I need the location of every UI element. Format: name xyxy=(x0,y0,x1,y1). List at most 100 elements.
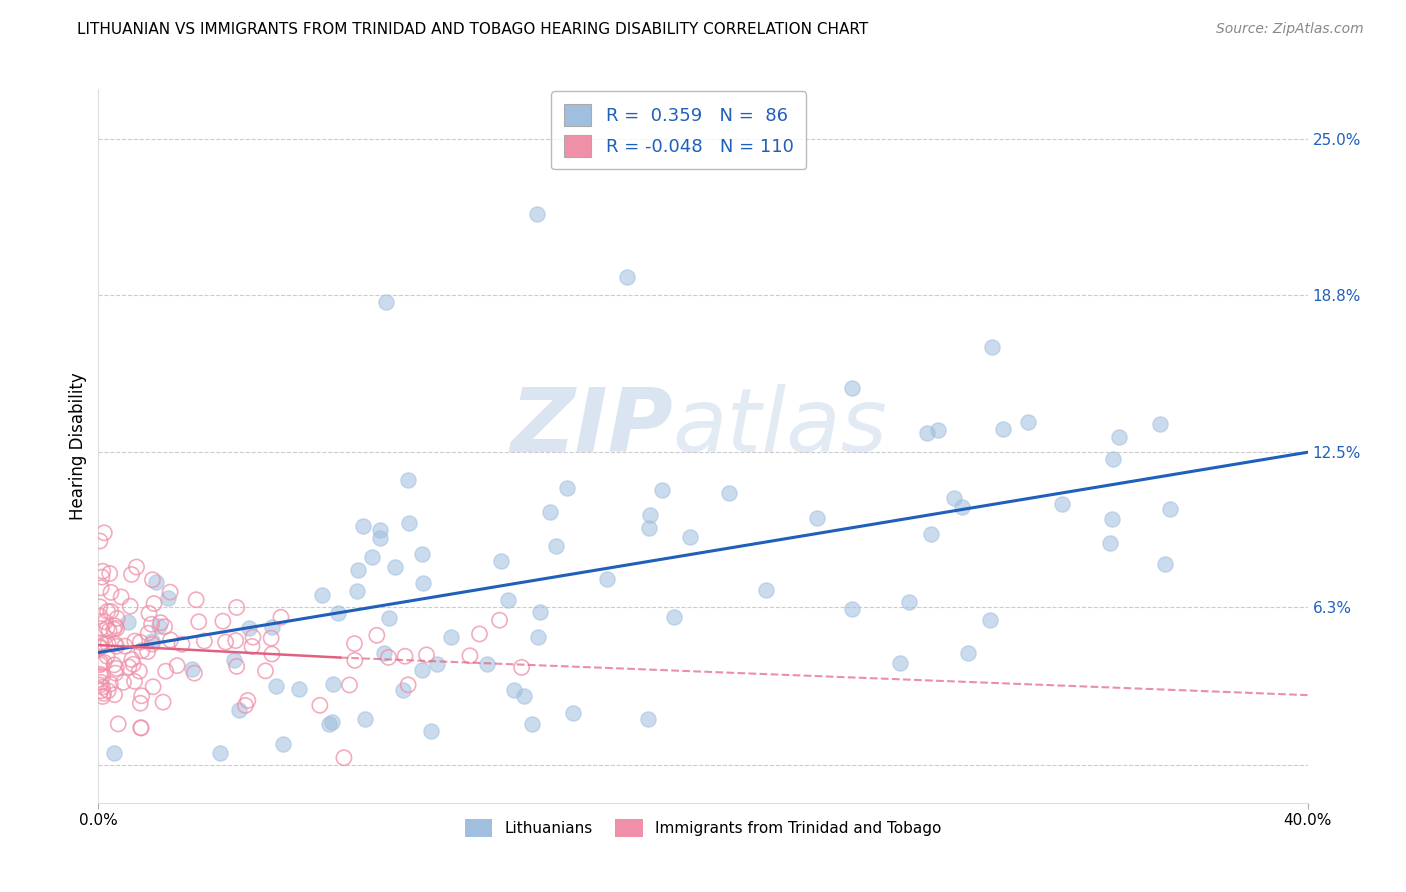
Point xyxy=(361,549,384,564)
Point xyxy=(555,481,578,495)
Point xyxy=(143,597,166,611)
Point xyxy=(225,600,247,615)
Point xyxy=(121,567,143,582)
Point xyxy=(242,630,264,644)
Point xyxy=(89,640,111,654)
Point xyxy=(1017,415,1039,429)
Point xyxy=(97,683,120,698)
Point xyxy=(616,270,638,285)
Point xyxy=(93,686,115,700)
Point xyxy=(1159,502,1181,516)
Point xyxy=(93,656,115,670)
Point xyxy=(354,713,377,727)
Point xyxy=(225,633,247,648)
Point xyxy=(224,653,246,667)
Point xyxy=(489,554,512,568)
Point xyxy=(156,591,179,605)
Point xyxy=(96,649,118,664)
Point xyxy=(426,657,449,672)
Point xyxy=(105,621,128,635)
Point xyxy=(104,666,127,681)
Point xyxy=(142,680,165,694)
Point xyxy=(529,605,551,619)
Point xyxy=(98,677,121,691)
Point xyxy=(496,593,519,607)
Point xyxy=(889,656,911,670)
Point xyxy=(236,693,259,707)
Point xyxy=(343,637,366,651)
Point xyxy=(347,563,370,577)
Point xyxy=(488,613,510,627)
Point xyxy=(264,679,287,693)
Point xyxy=(662,609,685,624)
Point xyxy=(240,640,263,654)
Point xyxy=(91,690,114,704)
Text: ZIP: ZIP xyxy=(510,384,672,471)
Point xyxy=(510,660,533,674)
Point xyxy=(90,636,112,650)
Point xyxy=(104,637,127,651)
Point xyxy=(89,678,111,692)
Point xyxy=(981,340,1004,354)
Point xyxy=(181,662,204,676)
Point xyxy=(90,622,112,636)
Point xyxy=(104,619,127,633)
Point xyxy=(131,644,153,658)
Point xyxy=(103,657,125,672)
Point xyxy=(841,381,863,395)
Point xyxy=(420,723,443,738)
Point xyxy=(238,621,260,635)
Point xyxy=(343,653,366,667)
Point xyxy=(211,614,233,628)
Point xyxy=(346,583,368,598)
Point xyxy=(311,589,333,603)
Point xyxy=(89,599,111,614)
Point xyxy=(260,631,283,645)
Point xyxy=(90,683,112,698)
Point xyxy=(368,531,391,545)
Point xyxy=(114,639,136,653)
Point xyxy=(1101,512,1123,526)
Point xyxy=(651,483,673,497)
Point xyxy=(118,660,141,674)
Point xyxy=(943,491,966,505)
Point xyxy=(415,648,437,662)
Point xyxy=(91,564,114,578)
Point xyxy=(159,585,181,599)
Point xyxy=(321,714,343,729)
Point xyxy=(183,666,205,681)
Point xyxy=(97,604,120,618)
Point xyxy=(105,661,128,675)
Text: atlas: atlas xyxy=(672,384,887,470)
Point xyxy=(396,678,419,692)
Point xyxy=(129,721,152,735)
Point xyxy=(120,599,142,614)
Point xyxy=(318,717,340,731)
Point xyxy=(950,500,973,514)
Point xyxy=(100,585,122,599)
Point xyxy=(228,703,250,717)
Point xyxy=(90,581,112,595)
Point xyxy=(333,750,356,764)
Point xyxy=(260,620,283,634)
Point xyxy=(128,664,150,678)
Point xyxy=(141,633,163,648)
Point xyxy=(141,573,163,587)
Point xyxy=(136,645,159,659)
Point xyxy=(91,669,114,683)
Point xyxy=(90,657,112,671)
Point xyxy=(260,647,283,661)
Point xyxy=(1050,497,1073,511)
Point xyxy=(105,611,128,625)
Point xyxy=(89,609,111,624)
Point xyxy=(841,601,863,615)
Point xyxy=(637,712,659,726)
Point xyxy=(170,637,193,651)
Point xyxy=(915,425,938,440)
Point xyxy=(148,619,170,633)
Point xyxy=(1108,430,1130,444)
Point xyxy=(208,746,231,760)
Point xyxy=(105,640,128,654)
Point xyxy=(412,576,434,591)
Point xyxy=(477,657,499,671)
